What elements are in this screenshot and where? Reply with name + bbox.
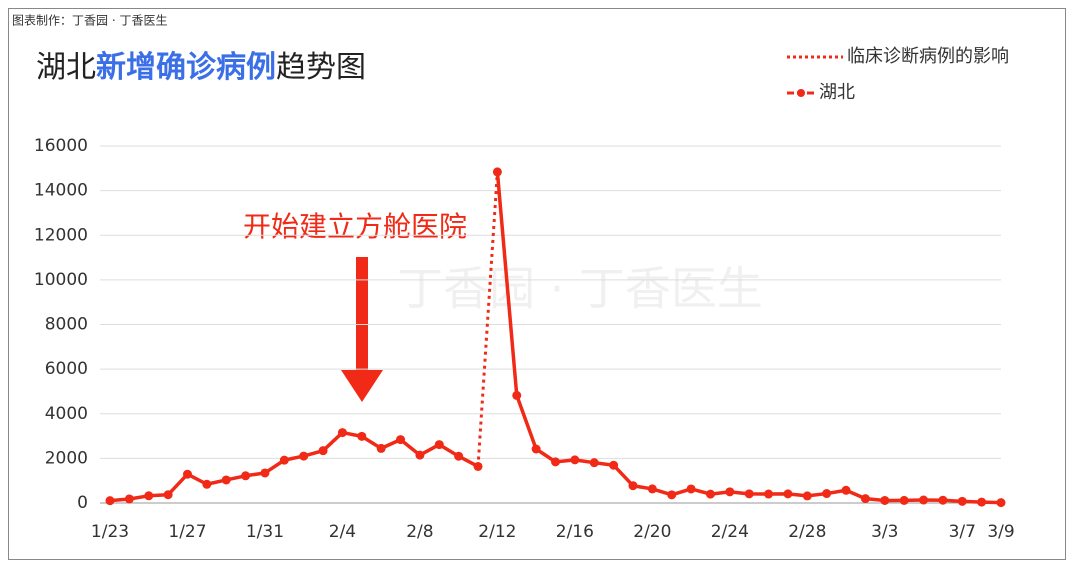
point	[221, 475, 231, 485]
point	[957, 496, 967, 506]
y-tick-label: 6000	[45, 359, 88, 379]
x-tick-label: 2/28	[788, 522, 826, 542]
point	[589, 458, 599, 468]
point	[299, 451, 309, 461]
point	[686, 484, 696, 494]
point	[357, 431, 367, 441]
point	[667, 490, 677, 500]
point	[938, 495, 948, 505]
title-part: 趋势图	[276, 50, 366, 85]
y-tick-label: 16000	[34, 136, 88, 156]
legend-swatch	[797, 89, 805, 97]
point	[163, 490, 173, 500]
x-tick-label: 1/27	[168, 522, 206, 542]
point	[609, 460, 619, 470]
watermark: 丁香园 · 丁香医生	[397, 262, 763, 316]
x-tick-label: 3/9	[987, 522, 1014, 542]
y-tick-label: 12000	[34, 225, 88, 245]
point	[396, 435, 406, 445]
point	[783, 489, 793, 499]
point	[570, 455, 580, 465]
y-tick-label: 2000	[45, 448, 88, 468]
x-tick-label: 2/4	[329, 522, 356, 542]
x-tick-label: 1/23	[91, 522, 129, 542]
point	[996, 498, 1006, 508]
point	[822, 489, 832, 499]
point	[512, 390, 522, 400]
annotation: 开始建立方舱医院	[243, 210, 467, 243]
x-tick-label: 3/7	[949, 522, 976, 542]
legend-label: 湖北	[819, 82, 855, 103]
point	[628, 481, 638, 491]
point	[473, 461, 483, 471]
y-tick-label: 14000	[34, 181, 88, 201]
point	[318, 446, 328, 456]
y-tick-label: 10000	[34, 270, 88, 290]
point	[744, 489, 754, 499]
annotation-arrow	[341, 257, 383, 402]
dotted-line	[476, 171, 499, 467]
point	[841, 485, 851, 495]
source: 图表制作：丁香园 · 丁香医生	[12, 14, 167, 28]
frame	[8, 8, 1066, 560]
point	[434, 440, 444, 450]
point	[337, 428, 347, 438]
point	[860, 494, 870, 504]
point	[919, 495, 929, 505]
x-tick-label: 2/24	[711, 522, 749, 542]
point	[725, 487, 735, 497]
chart-title: 湖北新增确诊病例趋势图	[36, 50, 366, 85]
point	[454, 451, 464, 461]
point	[880, 495, 890, 505]
point	[551, 457, 560, 467]
x-tick-label: 2/8	[406, 522, 433, 542]
point	[492, 167, 502, 177]
point	[105, 496, 115, 506]
point	[415, 450, 425, 460]
x-tick-label: 1/31	[246, 522, 284, 542]
x-tick-label: 2/16	[556, 522, 594, 542]
point	[144, 491, 154, 501]
point	[376, 443, 386, 453]
title-part: 新增确诊病例	[96, 50, 276, 85]
point	[202, 479, 212, 489]
x-tick-label: 3/3	[871, 522, 898, 542]
title-part: 湖北	[36, 50, 96, 85]
point	[647, 484, 657, 494]
x-tick-label: 2/12	[478, 522, 516, 542]
point	[279, 455, 289, 465]
point	[899, 495, 909, 505]
point	[764, 489, 774, 499]
legend-label: 临床诊断病例的影响	[847, 46, 1009, 67]
point	[977, 497, 987, 507]
point	[705, 489, 715, 499]
x-tick-label: 2/20	[633, 522, 671, 542]
y-tick-label: 4000	[45, 404, 88, 424]
point	[124, 494, 134, 504]
point	[260, 468, 270, 478]
point	[241, 471, 251, 481]
point	[802, 491, 812, 501]
point	[531, 444, 541, 454]
y-tick-label: 8000	[45, 315, 88, 335]
point	[182, 469, 192, 479]
y-tick-label: 0	[77, 493, 88, 513]
